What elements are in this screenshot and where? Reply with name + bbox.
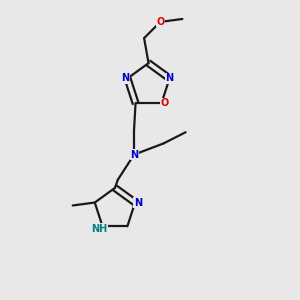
Text: N: N (134, 197, 142, 208)
Text: NH: NH (91, 224, 107, 234)
Text: O: O (156, 17, 164, 27)
Text: N: N (130, 150, 138, 160)
Text: N: N (121, 74, 129, 83)
Text: N: N (166, 74, 174, 83)
Text: O: O (160, 98, 169, 108)
